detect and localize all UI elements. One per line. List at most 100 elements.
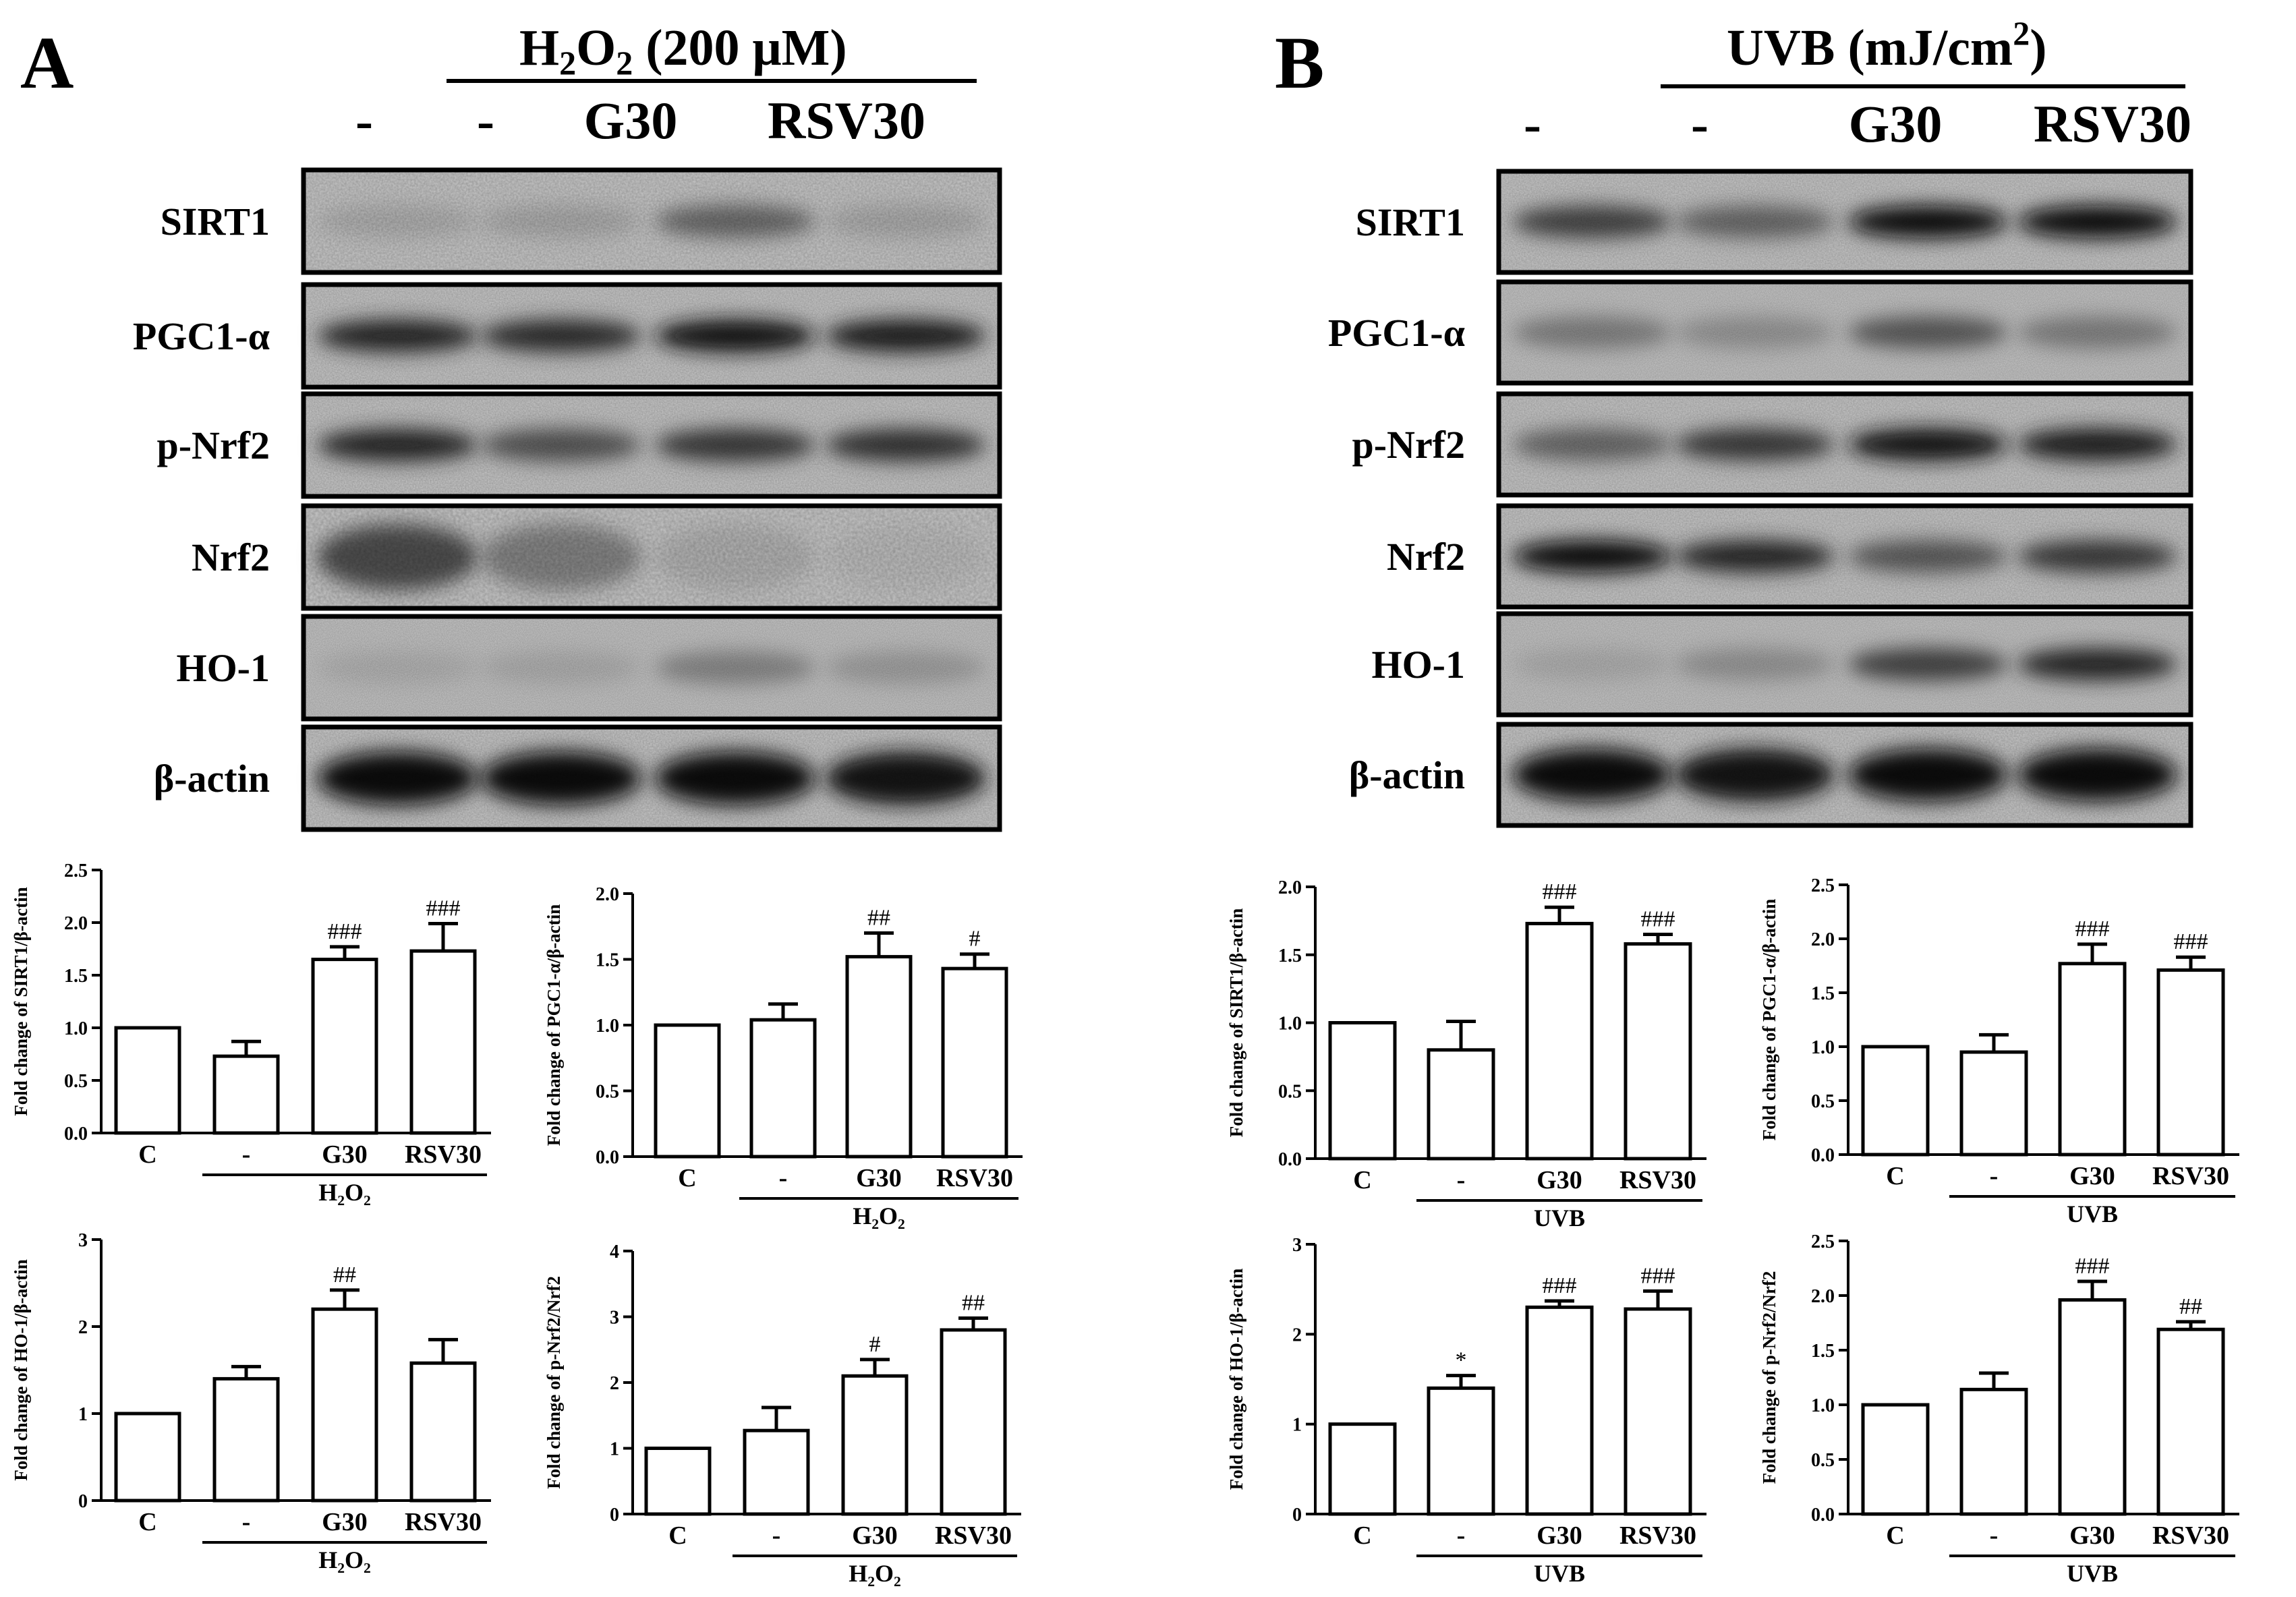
blot-row-p-nrf2: p-Nrf2 bbox=[156, 391, 1002, 499]
blot-frame bbox=[1496, 503, 2193, 610]
blot-frame bbox=[1496, 611, 2193, 718]
lane-labels-b: - - G30 RSV30 bbox=[1524, 94, 2191, 153]
y-tick-label: 1 bbox=[78, 1404, 88, 1425]
category-label-c: C bbox=[1353, 1521, 1371, 1550]
category-label-c: C bbox=[1886, 1162, 1904, 1190]
category-label-c: C bbox=[678, 1164, 696, 1192]
y-tick-label: 1 bbox=[1292, 1415, 1302, 1436]
bar-g30 bbox=[1525, 921, 1594, 1161]
bar-blank bbox=[1427, 1048, 1495, 1161]
bar-c bbox=[654, 1023, 721, 1159]
blot-texture bbox=[1499, 614, 2191, 715]
group-label: UVB bbox=[1534, 1560, 1585, 1587]
significance-mark: ### bbox=[2174, 929, 2208, 954]
y-tick-label: 0 bbox=[78, 1491, 88, 1512]
blot-frame bbox=[301, 282, 1002, 390]
y-axis-label: Fold change of SIRT1/β-actin bbox=[11, 887, 31, 1116]
group-label: UVB bbox=[2067, 1200, 2118, 1227]
treatment-title-b: UVB (mJ/cm2) bbox=[1727, 14, 2047, 76]
y-tick-label: 0.0 bbox=[64, 1124, 88, 1144]
y-tick-label: 1.0 bbox=[1278, 1014, 1302, 1035]
bar-rsv30 bbox=[941, 966, 1008, 1159]
significance-mark: ### bbox=[1543, 879, 1577, 904]
lane-label-g30: G30 bbox=[1849, 94, 1943, 153]
significance-mark: ## bbox=[962, 1290, 985, 1315]
significance-mark: ## bbox=[867, 906, 890, 931]
chart-b-fold-change-of-ho-1-actin: 0 1 2 3 Fold change of HO-1/β-actin C * - ### G30… bbox=[1226, 1235, 1706, 1587]
significance-mark: # bbox=[969, 927, 981, 952]
significance-mark: ### bbox=[2075, 1254, 2110, 1279]
significance-mark: ## bbox=[2179, 1294, 2202, 1319]
y-tick-label: 1.5 bbox=[1811, 983, 1835, 1004]
blot-frame bbox=[301, 391, 1002, 499]
group-label: H₂O₂ bbox=[318, 1546, 371, 1573]
quantification-charts: 0.0 0.5 1.0 1.5 2.0 2.5 Fold change of SIRT1/β… bbox=[11, 861, 2239, 1587]
y-axis-label: Fold change of p-Nrf2/Nrf2 bbox=[1759, 1271, 1779, 1484]
significance-mark: ### bbox=[328, 919, 362, 944]
y-tick-label: 0.0 bbox=[1811, 1505, 1835, 1526]
category-label-g30: G30 bbox=[1537, 1521, 1582, 1550]
blot-row-pgc1: PGC1-α bbox=[1328, 279, 2193, 386]
bar-g30 bbox=[845, 955, 913, 1159]
y-axis-label: Fold change of PGC1-α/β-actin bbox=[544, 904, 564, 1146]
y-tick-label: 3 bbox=[610, 1308, 619, 1329]
y-tick-label: 0 bbox=[1292, 1505, 1302, 1526]
y-tick-label: 0.0 bbox=[1811, 1145, 1835, 1166]
category-label-rsv30: RSV30 bbox=[2152, 1162, 2229, 1190]
blot-frame bbox=[1496, 722, 2193, 828]
blot-panel-a: SIRT1 PGC1-α p-Nrf2 Nrf2 HO-1 β-actin bbox=[133, 167, 1002, 832]
category-label-blank: - bbox=[1990, 1162, 1999, 1190]
bar-g30 bbox=[311, 958, 378, 1135]
y-tick-label: 1.5 bbox=[1278, 946, 1302, 966]
lane-label-blank: - bbox=[355, 91, 373, 150]
chart-a-fold-change-of-sirt1-actin: 0.0 0.5 1.0 1.5 2.0 2.5 Fold change of SIRT1/β… bbox=[11, 861, 491, 1206]
category-label-c: C bbox=[668, 1521, 687, 1550]
significance-mark: * bbox=[1456, 1348, 1467, 1373]
y-tick-label: 0.5 bbox=[1811, 1450, 1835, 1471]
y-tick-label: 0.5 bbox=[64, 1071, 88, 1092]
bar-blank bbox=[1959, 1050, 2028, 1157]
category-label-blank: - bbox=[772, 1521, 781, 1550]
lane-label-g30: G30 bbox=[584, 91, 678, 150]
significance-mark: ## bbox=[333, 1262, 356, 1287]
blot-frame bbox=[1496, 169, 2193, 275]
category-label-c: C bbox=[1353, 1166, 1371, 1194]
bar-blank bbox=[1959, 1387, 2028, 1516]
y-axis-label: Fold change of HO-1/β-actin bbox=[11, 1259, 31, 1480]
bar-c bbox=[114, 1412, 181, 1503]
chart-b-fold-change-of-p-nrf2-nrf2: 0.0 0.5 1.0 1.5 2.0 2.5 Fold change of p-Nrf2/… bbox=[1759, 1231, 2239, 1587]
blot-row-nrf2: Nrf2 bbox=[1387, 503, 2193, 610]
blot-label: PGC1-α bbox=[133, 314, 270, 358]
group-label: UVB bbox=[2067, 1560, 2118, 1587]
blot-label: p-Nrf2 bbox=[156, 424, 270, 467]
lane-label-blank: - bbox=[1524, 94, 1541, 153]
blot-texture bbox=[304, 506, 1000, 608]
bar-g30 bbox=[1525, 1305, 1594, 1516]
treatment-title-a: H2O2 (200 μM) bbox=[519, 20, 847, 82]
significance-mark: ### bbox=[1543, 1273, 1577, 1298]
significance-mark: ### bbox=[1641, 1263, 1675, 1288]
bar-rsv30 bbox=[2156, 968, 2225, 1157]
bar-c bbox=[644, 1447, 712, 1516]
category-label-rsv30: RSV30 bbox=[936, 1164, 1013, 1192]
y-tick-label: 1.5 bbox=[1811, 1341, 1835, 1362]
y-axis-label: Fold change of PGC1-α/β-actin bbox=[1759, 899, 1779, 1141]
bar-g30 bbox=[311, 1307, 378, 1503]
blot-frame bbox=[1496, 391, 2193, 498]
bar-g30 bbox=[2058, 962, 2127, 1157]
group-label: H₂O₂ bbox=[318, 1179, 371, 1206]
y-tick-label: 1.5 bbox=[596, 950, 619, 971]
blot-texture bbox=[304, 394, 1000, 496]
y-tick-label: 2 bbox=[78, 1317, 88, 1338]
y-tick-label: 0.0 bbox=[596, 1147, 619, 1168]
blot-texture bbox=[304, 285, 1000, 387]
blot-texture bbox=[304, 727, 1000, 830]
y-tick-label: 2.0 bbox=[1811, 929, 1835, 950]
y-tick-label: 1.0 bbox=[1811, 1037, 1835, 1058]
blot-row-sirt1: SIRT1 bbox=[161, 167, 1002, 275]
y-tick-label: 2.5 bbox=[1811, 1231, 1835, 1252]
blot-frame bbox=[1496, 279, 2193, 386]
category-label-g30: G30 bbox=[2069, 1162, 2115, 1190]
chart-a-fold-change-of-ho-1-actin: 0 1 2 3 Fold change of HO-1/β-actin C - ## G30 RS… bbox=[11, 1230, 491, 1573]
